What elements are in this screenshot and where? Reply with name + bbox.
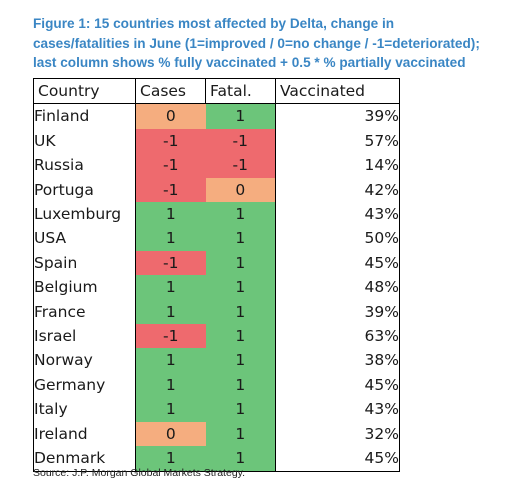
cases-cell: 1 bbox=[135, 226, 206, 251]
vaccinated-cell: 14% bbox=[275, 153, 400, 178]
figure-title-line-2: cases/fatalities in June (1=improved / 0… bbox=[33, 35, 480, 51]
vaccinated-cell: 50% bbox=[275, 226, 400, 251]
header-cases: Cases bbox=[135, 77, 206, 105]
cases-cell: 0 bbox=[135, 421, 206, 447]
vaccinated-cell: 63% bbox=[275, 324, 400, 349]
table-row: Portuga -1 0 42% bbox=[33, 177, 400, 203]
country-cell: Denmark bbox=[33, 446, 136, 472]
country-cell: Germany bbox=[33, 372, 136, 398]
fatal-cell: 1 bbox=[205, 421, 276, 447]
vaccinated-cell: 45% bbox=[275, 250, 400, 276]
country-cell: Spain bbox=[33, 250, 136, 276]
cases-cell: 1 bbox=[135, 348, 206, 373]
table-row: Finland 0 1 39% bbox=[33, 103, 400, 129]
figure-title: Figure 1: 15 countries most affected by … bbox=[33, 14, 501, 73]
source-note: Source: J.P. Morgan Global Markets Strat… bbox=[33, 467, 246, 479]
vaccinated-cell: 39% bbox=[275, 103, 400, 129]
country-cell: Italy bbox=[33, 397, 136, 422]
fatal-cell: 1 bbox=[205, 103, 276, 129]
table-row: Luxemburg 1 1 43% bbox=[33, 202, 400, 227]
fatal-cell: 1 bbox=[205, 226, 276, 251]
country-cell: France bbox=[33, 299, 136, 325]
table-header-row: Country Cases Fatal. Vaccinated bbox=[33, 77, 400, 105]
vaccinated-cell: 32% bbox=[275, 421, 400, 447]
table-row: UK -1 -1 57% bbox=[33, 128, 400, 154]
vaccinated-cell: 57% bbox=[275, 128, 400, 154]
cases-cell: -1 bbox=[135, 324, 206, 349]
cases-cell: 1 bbox=[135, 372, 206, 398]
vaccinated-cell: 45% bbox=[275, 446, 400, 472]
figure-title-line-3: last column shows % fully vaccinated + 0… bbox=[33, 55, 466, 71]
fatal-cell: -1 bbox=[205, 128, 276, 154]
fatal-cell: 1 bbox=[205, 372, 276, 398]
fatal-cell: 1 bbox=[205, 275, 276, 300]
table-row: Belgium 1 1 48% bbox=[33, 275, 400, 300]
country-cell: Luxemburg bbox=[33, 202, 136, 227]
vaccinated-cell: 43% bbox=[275, 397, 400, 422]
country-cell: Belgium bbox=[33, 275, 136, 300]
cases-cell: 1 bbox=[135, 299, 206, 325]
fatal-cell: 1 bbox=[205, 250, 276, 276]
table-row: Ireland 0 1 32% bbox=[33, 421, 400, 447]
country-cell: UK bbox=[33, 128, 136, 154]
country-cell: Finland bbox=[33, 103, 136, 129]
cases-cell: -1 bbox=[135, 177, 206, 203]
header-fatal: Fatal. bbox=[205, 77, 276, 105]
table-row: Norway 1 1 38% bbox=[33, 348, 400, 373]
vaccinated-cell: 45% bbox=[275, 372, 400, 398]
figure-title-line-1: Figure 1: 15 countries most affected by … bbox=[33, 16, 395, 31]
country-cell: Norway bbox=[33, 348, 136, 373]
cases-cell: 1 bbox=[135, 202, 206, 227]
cases-cell: -1 bbox=[135, 250, 206, 276]
table-row: Denmark 1 1 45% bbox=[33, 446, 400, 472]
table-row: USA 1 1 50% bbox=[33, 226, 400, 251]
table-row: Israel -1 1 63% bbox=[33, 324, 400, 349]
fatal-cell: 1 bbox=[205, 446, 276, 472]
cases-cell: 1 bbox=[135, 446, 206, 472]
country-cell: Portuga bbox=[33, 177, 136, 203]
vaccinated-cell: 38% bbox=[275, 348, 400, 373]
table-row: Italy 1 1 43% bbox=[33, 397, 400, 422]
cases-cell: -1 bbox=[135, 128, 206, 154]
country-cell: Ireland bbox=[33, 421, 136, 447]
country-cell: Israel bbox=[33, 324, 136, 349]
country-cell: Russia bbox=[33, 153, 136, 178]
vaccinated-cell: 43% bbox=[275, 202, 400, 227]
header-vaccinated: Vaccinated bbox=[275, 77, 400, 105]
vaccinated-cell: 39% bbox=[275, 299, 400, 325]
country-cell: USA bbox=[33, 226, 136, 251]
fatal-cell: 1 bbox=[205, 299, 276, 325]
header-country: Country bbox=[33, 77, 136, 105]
table-row: Russia -1 -1 14% bbox=[33, 153, 400, 178]
fatal-cell: 1 bbox=[205, 348, 276, 373]
table-row: Germany 1 1 45% bbox=[33, 372, 400, 398]
fatal-cell: 0 bbox=[205, 177, 276, 203]
fatal-cell: 1 bbox=[205, 397, 276, 422]
cases-cell: 1 bbox=[135, 397, 206, 422]
vaccinated-cell: 42% bbox=[275, 177, 400, 203]
vaccinated-cell: 48% bbox=[275, 275, 400, 300]
fatal-cell: -1 bbox=[205, 153, 276, 178]
table-row: France 1 1 39% bbox=[33, 299, 400, 325]
fatal-cell: 1 bbox=[205, 324, 276, 349]
cases-cell: 0 bbox=[135, 103, 206, 129]
table-body: Finland 0 1 39% UK -1 -1 57% Russia -1 -1 14% Portug… bbox=[33, 103, 400, 472]
fatal-cell: 1 bbox=[205, 202, 276, 227]
cases-cell: 1 bbox=[135, 275, 206, 300]
table-row: Spain -1 1 45% bbox=[33, 250, 400, 276]
cases-cell: -1 bbox=[135, 153, 206, 178]
covid-delta-table: Country Cases Fatal. Vaccinated Finland 0… bbox=[33, 77, 400, 472]
